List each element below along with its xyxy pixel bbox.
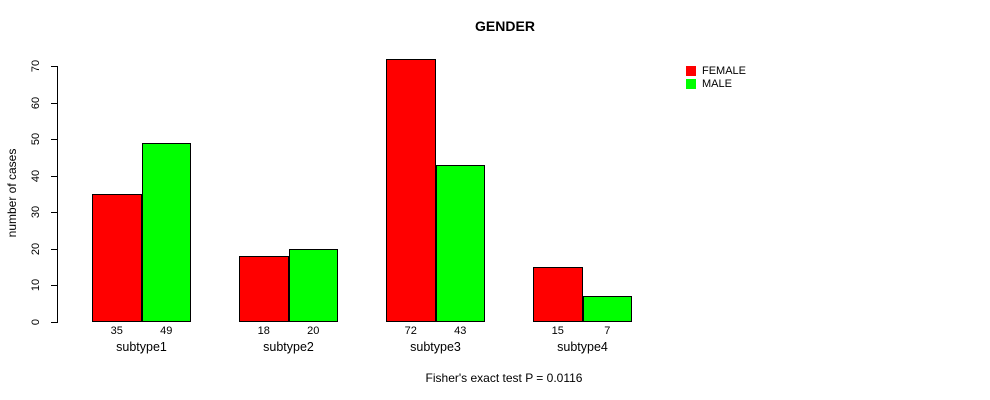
y-tick-mark <box>51 285 57 287</box>
y-tick-mark <box>51 66 57 67</box>
bar-value-label: 18 <box>257 325 270 337</box>
y-tick-mark <box>51 248 57 250</box>
bar-male-subtype2 <box>288 248 338 322</box>
y-tick-label: 0 <box>30 318 42 326</box>
y-tick-mark <box>51 212 57 214</box>
bar-value-label: 20 <box>307 325 320 337</box>
y-tick-label: 50 <box>30 133 42 146</box>
category-label-subtype2: subtype2 <box>263 340 314 354</box>
legend: FEMALE MALE <box>686 65 747 92</box>
annotation-text: Fisher's exact test P = 0.0116 <box>425 371 583 385</box>
y-tick-label: 30 <box>30 206 42 219</box>
bar-male-subtype4 <box>582 296 632 322</box>
y-tick-mark <box>51 322 57 323</box>
legend-swatch-male <box>686 79 696 89</box>
bar-value-label: 15 <box>551 325 564 337</box>
bar-value-label: 7 <box>604 325 611 337</box>
y-tick-mark <box>51 139 57 141</box>
y-tick-mark <box>51 175 57 177</box>
legend-label: FEMALE <box>702 65 747 77</box>
bar-value-label: 72 <box>404 325 417 337</box>
y-axis-label: number of cases <box>5 148 19 238</box>
legend-swatch-female <box>686 66 696 76</box>
chart-title: GENDER <box>475 18 535 34</box>
y-tick-label: 20 <box>30 242 42 255</box>
y-tick-mark <box>51 102 57 104</box>
legend-item-male: MALE <box>686 78 746 90</box>
y-tick-label: 10 <box>30 279 42 292</box>
bar-female-subtype1 <box>92 194 142 322</box>
bar-female-subtype3 <box>386 58 436 322</box>
category-label-subtype4: subtype4 <box>557 340 608 354</box>
category-label-subtype1: subtype1 <box>116 340 167 354</box>
y-tick-label: 40 <box>30 169 42 182</box>
legend-label: MALE <box>702 78 732 90</box>
legend-item-female: FEMALE <box>686 65 747 77</box>
bar-value-label: 35 <box>110 325 123 337</box>
bar-value-label: 49 <box>160 325 173 337</box>
bar-male-subtype1 <box>141 142 191 322</box>
bar-male-subtype3 <box>435 164 485 322</box>
bar-value-label: 43 <box>454 325 467 337</box>
y-tick-label: 60 <box>30 96 42 109</box>
y-tick-label: 70 <box>30 59 42 73</box>
y-axis-line <box>57 66 58 323</box>
category-label-subtype3: subtype3 <box>410 340 461 354</box>
bar-female-subtype2 <box>239 256 289 322</box>
bar-female-subtype4 <box>533 267 583 322</box>
